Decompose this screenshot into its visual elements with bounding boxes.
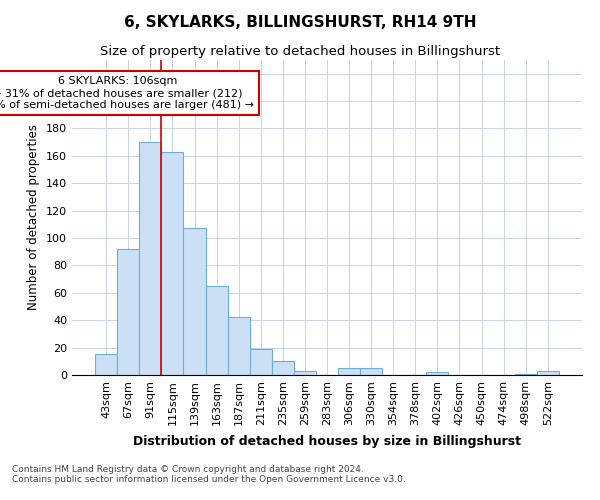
Bar xyxy=(250,349,272,375)
Bar xyxy=(117,249,139,375)
Bar xyxy=(515,374,537,375)
Text: 6 SKYLARKS: 106sqm
← 31% of detached houses are smaller (212)
69% of semi-detach: 6 SKYLARKS: 106sqm ← 31% of detached hou… xyxy=(0,76,254,110)
Bar xyxy=(227,318,250,375)
Bar xyxy=(338,368,360,375)
Bar xyxy=(294,371,316,375)
Text: Contains HM Land Registry data © Crown copyright and database right 2024.
Contai: Contains HM Land Registry data © Crown c… xyxy=(12,465,406,484)
Text: Size of property relative to detached houses in Billingshurst: Size of property relative to detached ho… xyxy=(100,45,500,58)
Y-axis label: Number of detached properties: Number of detached properties xyxy=(28,124,40,310)
Bar xyxy=(272,362,294,375)
Text: Distribution of detached houses by size in Billingshurst: Distribution of detached houses by size … xyxy=(133,435,521,448)
Bar xyxy=(427,372,448,375)
Bar xyxy=(95,354,117,375)
Bar xyxy=(360,368,382,375)
Text: 6, SKYLARKS, BILLINGSHURST, RH14 9TH: 6, SKYLARKS, BILLINGSHURST, RH14 9TH xyxy=(124,15,476,30)
Bar xyxy=(184,228,206,375)
Bar xyxy=(139,142,161,375)
Bar xyxy=(537,371,559,375)
Bar xyxy=(206,286,227,375)
Bar xyxy=(161,152,184,375)
